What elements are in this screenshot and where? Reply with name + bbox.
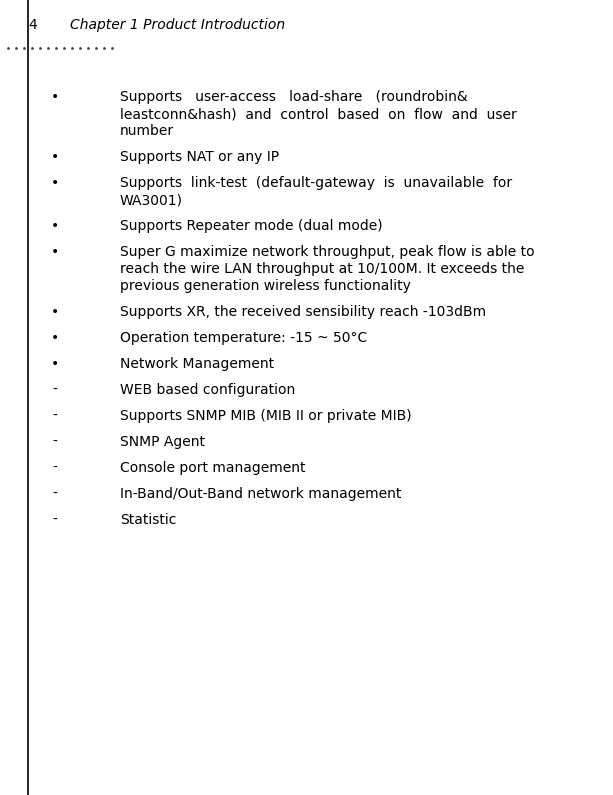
Text: WEB based configuration: WEB based configuration bbox=[120, 383, 295, 397]
Text: 4: 4 bbox=[28, 18, 37, 32]
Text: Supports   user-access   load-share   (roundrobin&: Supports user-access load-share (roundro… bbox=[120, 90, 468, 104]
Text: •: • bbox=[51, 245, 59, 259]
Text: In-Band/Out-Band network management: In-Band/Out-Band network management bbox=[120, 487, 402, 501]
Text: •: • bbox=[51, 305, 59, 319]
Text: -: - bbox=[53, 487, 58, 501]
Text: Super G maximize network throughput, peak flow is able to: Super G maximize network throughput, pea… bbox=[120, 245, 535, 259]
Text: Operation temperature: -15 ~ 50°C: Operation temperature: -15 ~ 50°C bbox=[120, 331, 367, 345]
Text: •: • bbox=[51, 150, 59, 164]
Text: WA3001): WA3001) bbox=[120, 193, 183, 207]
Text: -: - bbox=[53, 409, 58, 423]
Text: •: • bbox=[51, 331, 59, 345]
Text: -: - bbox=[53, 435, 58, 449]
Text: Statistic: Statistic bbox=[120, 513, 177, 527]
Text: Supports XR, the received sensibility reach -103dBm: Supports XR, the received sensibility re… bbox=[120, 305, 486, 319]
Text: •: • bbox=[51, 357, 59, 371]
Text: Supports Repeater mode (dual mode): Supports Repeater mode (dual mode) bbox=[120, 219, 383, 233]
Text: leastconn&hash)  and  control  based  on  flow  and  user: leastconn&hash) and control based on flo… bbox=[120, 107, 517, 121]
Text: Supports NAT or any IP: Supports NAT or any IP bbox=[120, 150, 279, 164]
Text: previous generation wireless functionality: previous generation wireless functionali… bbox=[120, 279, 411, 293]
Text: -: - bbox=[53, 383, 58, 397]
Text: Chapter 1 Product Introduction: Chapter 1 Product Introduction bbox=[70, 18, 285, 32]
Text: -: - bbox=[53, 513, 58, 527]
Text: number: number bbox=[120, 124, 174, 138]
Text: reach the wire LAN throughput at 10/100M. It exceeds the: reach the wire LAN throughput at 10/100M… bbox=[120, 262, 524, 276]
Text: Console port management: Console port management bbox=[120, 461, 305, 475]
Text: Supports  link-test  (default-gateway  is  unavailable  for: Supports link-test (default-gateway is u… bbox=[120, 176, 512, 190]
Text: •: • bbox=[51, 90, 59, 104]
Text: -: - bbox=[53, 461, 58, 475]
Text: Network Management: Network Management bbox=[120, 357, 274, 371]
Text: Supports SNMP MIB (MIB II or private MIB): Supports SNMP MIB (MIB II or private MIB… bbox=[120, 409, 411, 423]
Text: •: • bbox=[51, 176, 59, 190]
Text: SNMP Agent: SNMP Agent bbox=[120, 435, 205, 449]
Text: •: • bbox=[51, 219, 59, 233]
